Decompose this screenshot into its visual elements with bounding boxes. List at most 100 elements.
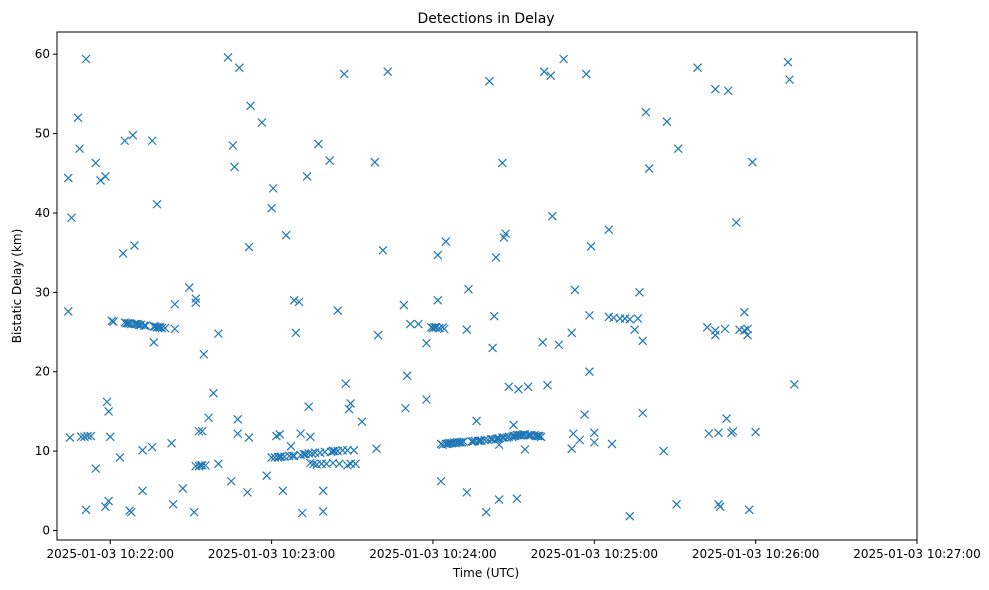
data-point xyxy=(102,397,112,407)
data-point xyxy=(720,324,730,334)
data-point xyxy=(191,294,201,304)
data-point xyxy=(472,416,481,426)
data-point xyxy=(343,445,352,455)
data-point xyxy=(83,431,93,441)
data-point xyxy=(523,430,533,440)
plot-area-frame xyxy=(56,31,918,541)
data-point xyxy=(509,420,519,430)
data-point xyxy=(296,429,306,439)
data-point xyxy=(104,496,114,506)
data-point xyxy=(339,69,349,79)
data-point xyxy=(91,464,101,473)
data-point xyxy=(318,507,328,516)
y-tick-label: 20 xyxy=(35,365,50,379)
data-point xyxy=(288,451,297,461)
data-point xyxy=(344,404,354,414)
data-point xyxy=(286,441,296,451)
data-point xyxy=(67,213,76,223)
data-point xyxy=(722,414,732,423)
data-point xyxy=(318,486,328,496)
x-tick-label: 2025-01-03 10:24:00 xyxy=(369,547,496,561)
data-point xyxy=(349,445,359,455)
data-point xyxy=(233,429,243,439)
data-point xyxy=(638,408,648,418)
data-point xyxy=(662,117,672,127)
data-point xyxy=(702,322,712,332)
data-point xyxy=(189,507,199,517)
data-point xyxy=(607,439,617,449)
data-point xyxy=(330,446,339,456)
data-point xyxy=(585,367,594,377)
data-point xyxy=(441,237,451,246)
data-point xyxy=(514,384,523,394)
data-point xyxy=(105,432,115,442)
data-point xyxy=(291,328,301,338)
data-point xyxy=(281,230,291,240)
data-point xyxy=(604,225,614,235)
data-point xyxy=(170,324,180,334)
data-point xyxy=(431,322,441,332)
data-point xyxy=(751,427,761,437)
data-point xyxy=(91,158,101,168)
data-point xyxy=(305,432,315,442)
data-point xyxy=(547,211,557,221)
data-point xyxy=(538,337,548,347)
data-point xyxy=(491,253,501,262)
data-point xyxy=(104,406,114,416)
data-point xyxy=(313,139,323,149)
data-point xyxy=(81,54,91,64)
data-point xyxy=(672,499,682,509)
data-point xyxy=(539,67,549,77)
data-point xyxy=(659,446,669,456)
data-point xyxy=(743,330,753,340)
data-point xyxy=(504,382,514,392)
data-point xyxy=(160,323,170,333)
data-point xyxy=(213,459,223,469)
data-point xyxy=(575,435,585,445)
data-point xyxy=(439,324,449,334)
data-point xyxy=(715,502,725,512)
data-point xyxy=(201,460,210,470)
data-point xyxy=(100,172,110,181)
data-point xyxy=(184,283,194,293)
data-point xyxy=(559,54,569,64)
data-point xyxy=(152,199,162,209)
data-point xyxy=(120,136,130,146)
data-point xyxy=(641,107,651,117)
data-point xyxy=(497,158,507,168)
x-tick-label: 2025-01-03 10:23:00 xyxy=(208,547,335,561)
data-point xyxy=(357,417,367,427)
data-point xyxy=(65,433,75,443)
data-point xyxy=(785,75,794,85)
data-point xyxy=(520,445,530,454)
data-point xyxy=(714,428,723,438)
data-point xyxy=(157,323,167,333)
data-point xyxy=(86,431,96,441)
data-point xyxy=(731,218,741,227)
data-point xyxy=(138,445,147,455)
data-point xyxy=(333,306,343,316)
data-point xyxy=(494,495,504,504)
data-point xyxy=(334,459,344,469)
data-point xyxy=(433,295,443,305)
data-point xyxy=(109,317,118,327)
data-point xyxy=(242,487,252,497)
data-point xyxy=(747,157,757,167)
data-point xyxy=(589,437,599,447)
data-point xyxy=(644,164,654,173)
x-tick-label: 2025-01-03 10:26:00 xyxy=(692,547,819,561)
data-point xyxy=(302,172,312,181)
data-point xyxy=(141,321,151,331)
data-point xyxy=(346,399,356,408)
data-point xyxy=(178,483,188,493)
data-point xyxy=(580,410,590,420)
data-point xyxy=(167,438,176,448)
data-point xyxy=(581,69,591,79)
data-point xyxy=(783,57,793,67)
data-point xyxy=(75,144,85,154)
data-point xyxy=(523,382,533,392)
y-axis-label: Bistatic Delay (km) xyxy=(10,229,24,344)
chart-title: Detections in Delay xyxy=(417,11,554,27)
data-point xyxy=(73,113,83,123)
data-point xyxy=(401,403,410,413)
